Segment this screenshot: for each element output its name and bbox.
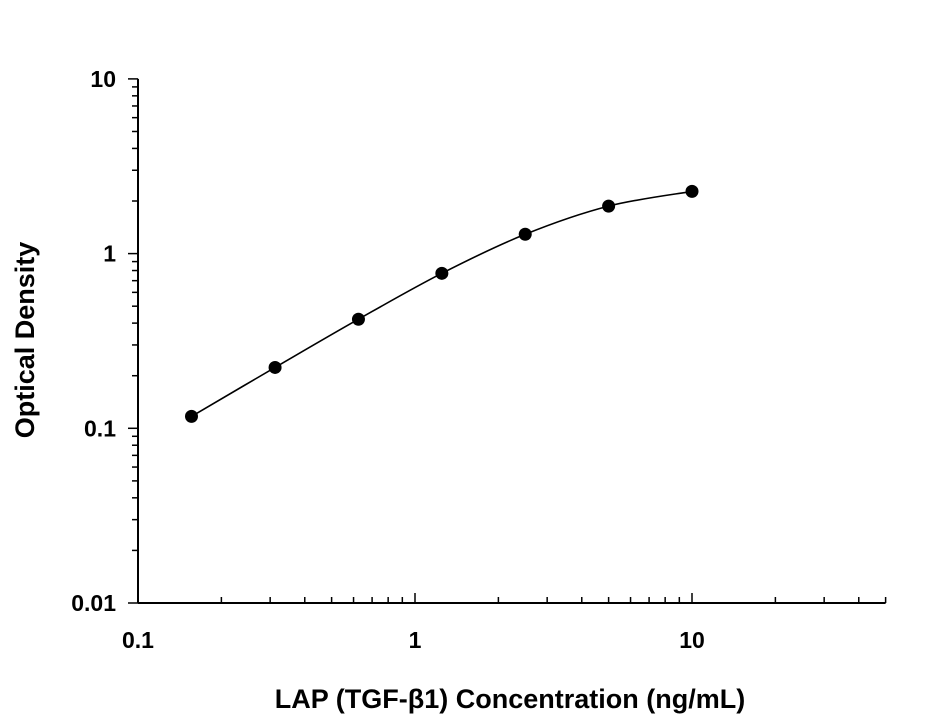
y-tick-label: 1 <box>103 241 116 267</box>
plot-area <box>137 78 886 604</box>
y-tick-label: 0.1 <box>84 415 116 441</box>
y-tick-label: 0.01 <box>71 590 116 616</box>
y-tick-labels: 0.01 0.1 1 10 <box>71 66 116 616</box>
ticks <box>128 78 887 604</box>
data-point <box>518 227 532 241</box>
data-point <box>184 409 198 423</box>
x-tick-labels: 0.1 1 10 <box>122 627 705 653</box>
x-tick-label: 10 <box>679 627 705 653</box>
data-point <box>351 312 365 326</box>
data-point <box>685 184 699 198</box>
x-axis-title: LAP (TGF-β1) Concentration (ng/mL) <box>275 684 745 714</box>
fit-curve <box>191 190 693 418</box>
data-point <box>602 199 616 213</box>
y-tick-label: 10 <box>90 66 116 92</box>
x-tick-label: 1 <box>409 627 422 653</box>
data-point <box>435 266 449 280</box>
data-point <box>268 360 282 374</box>
y-axis-title: Optical Density <box>10 242 40 439</box>
x-tick-label: 0.1 <box>122 627 154 653</box>
